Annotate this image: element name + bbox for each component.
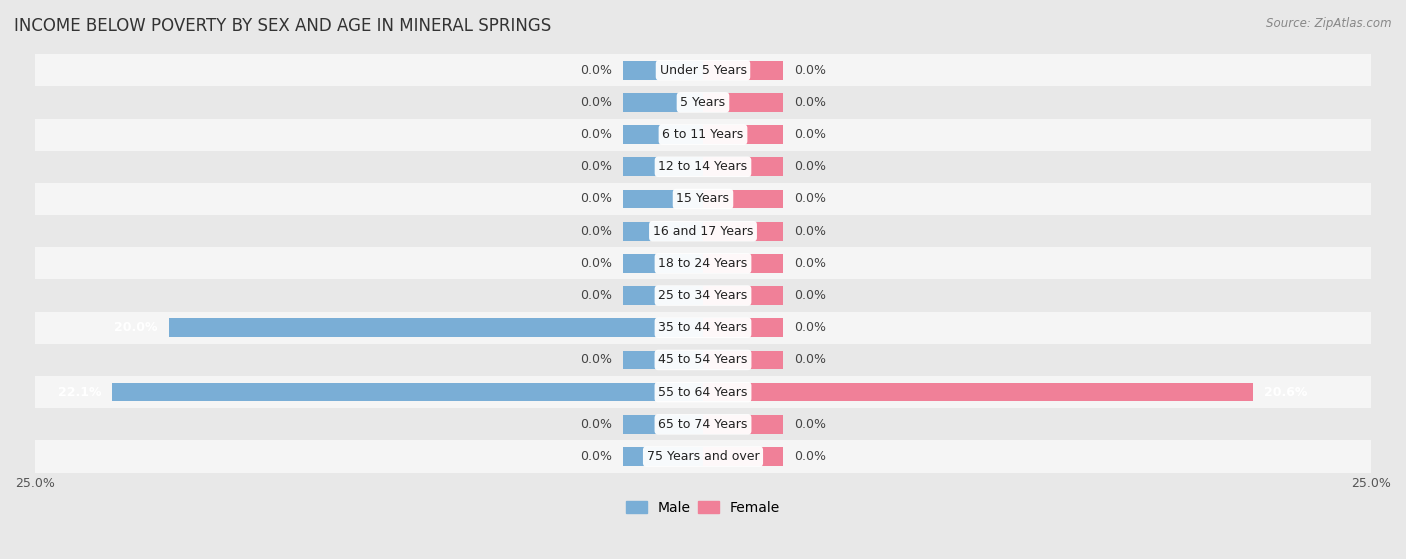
Text: 0.0%: 0.0% (581, 64, 612, 77)
Text: 15 Years: 15 Years (676, 192, 730, 206)
Bar (703, 383, 1254, 401)
Bar (35, 312, 1371, 344)
Bar (703, 319, 783, 337)
Bar (623, 254, 703, 273)
Text: 12 to 14 Years: 12 to 14 Years (658, 160, 748, 173)
Bar (35, 86, 1371, 119)
Bar (703, 415, 783, 434)
Bar (703, 93, 783, 112)
Text: 0.0%: 0.0% (794, 128, 825, 141)
Bar (35, 280, 1371, 312)
Bar (35, 408, 1371, 440)
Bar (35, 344, 1371, 376)
Text: 0.0%: 0.0% (794, 450, 825, 463)
Text: 0.0%: 0.0% (581, 418, 612, 431)
Text: 0.0%: 0.0% (794, 321, 825, 334)
Bar (623, 286, 703, 305)
Text: 75 Years and over: 75 Years and over (647, 450, 759, 463)
Bar (35, 151, 1371, 183)
Bar (35, 119, 1371, 151)
Bar (35, 440, 1371, 472)
Text: 22.1%: 22.1% (58, 386, 101, 399)
Bar (703, 222, 783, 240)
Text: Under 5 Years: Under 5 Years (659, 64, 747, 77)
Bar (112, 383, 703, 401)
Text: 55 to 64 Years: 55 to 64 Years (658, 386, 748, 399)
Text: 0.0%: 0.0% (581, 160, 612, 173)
Text: 0.0%: 0.0% (581, 96, 612, 109)
Text: 0.0%: 0.0% (794, 353, 825, 367)
Legend: Male, Female: Male, Female (620, 495, 786, 520)
Text: 16 and 17 Years: 16 and 17 Years (652, 225, 754, 238)
Text: 0.0%: 0.0% (581, 450, 612, 463)
Bar (35, 54, 1371, 86)
Bar (703, 158, 783, 176)
Text: 45 to 54 Years: 45 to 54 Years (658, 353, 748, 367)
Text: 0.0%: 0.0% (794, 160, 825, 173)
Bar (623, 61, 703, 79)
Text: 6 to 11 Years: 6 to 11 Years (662, 128, 744, 141)
Bar (35, 183, 1371, 215)
Bar (35, 247, 1371, 280)
Text: 0.0%: 0.0% (794, 257, 825, 270)
Bar (703, 61, 783, 79)
Bar (169, 319, 703, 337)
Text: Source: ZipAtlas.com: Source: ZipAtlas.com (1267, 17, 1392, 30)
Bar (703, 254, 783, 273)
Text: 0.0%: 0.0% (581, 353, 612, 367)
Text: 0.0%: 0.0% (794, 225, 825, 238)
Bar (703, 286, 783, 305)
Text: 0.0%: 0.0% (794, 192, 825, 206)
Bar (623, 125, 703, 144)
Text: 0.0%: 0.0% (794, 289, 825, 302)
Text: 0.0%: 0.0% (794, 96, 825, 109)
Bar (703, 447, 783, 466)
Bar (35, 376, 1371, 408)
Text: 0.0%: 0.0% (581, 289, 612, 302)
Text: 0.0%: 0.0% (581, 257, 612, 270)
Bar (703, 125, 783, 144)
Bar (623, 222, 703, 240)
Text: 0.0%: 0.0% (794, 64, 825, 77)
Text: 0.0%: 0.0% (581, 225, 612, 238)
Bar (703, 190, 783, 209)
Bar (623, 190, 703, 209)
Text: 35 to 44 Years: 35 to 44 Years (658, 321, 748, 334)
Bar (623, 350, 703, 369)
Text: 18 to 24 Years: 18 to 24 Years (658, 257, 748, 270)
Text: 5 Years: 5 Years (681, 96, 725, 109)
Text: INCOME BELOW POVERTY BY SEX AND AGE IN MINERAL SPRINGS: INCOME BELOW POVERTY BY SEX AND AGE IN M… (14, 17, 551, 35)
Text: 20.6%: 20.6% (1264, 386, 1308, 399)
Text: 0.0%: 0.0% (581, 128, 612, 141)
Bar (623, 93, 703, 112)
Text: 25 to 34 Years: 25 to 34 Years (658, 289, 748, 302)
Text: 20.0%: 20.0% (114, 321, 157, 334)
Text: 0.0%: 0.0% (794, 418, 825, 431)
Text: 65 to 74 Years: 65 to 74 Years (658, 418, 748, 431)
Text: 0.0%: 0.0% (581, 192, 612, 206)
Bar (623, 158, 703, 176)
Bar (703, 350, 783, 369)
Bar (623, 447, 703, 466)
Bar (35, 215, 1371, 247)
Bar (623, 415, 703, 434)
